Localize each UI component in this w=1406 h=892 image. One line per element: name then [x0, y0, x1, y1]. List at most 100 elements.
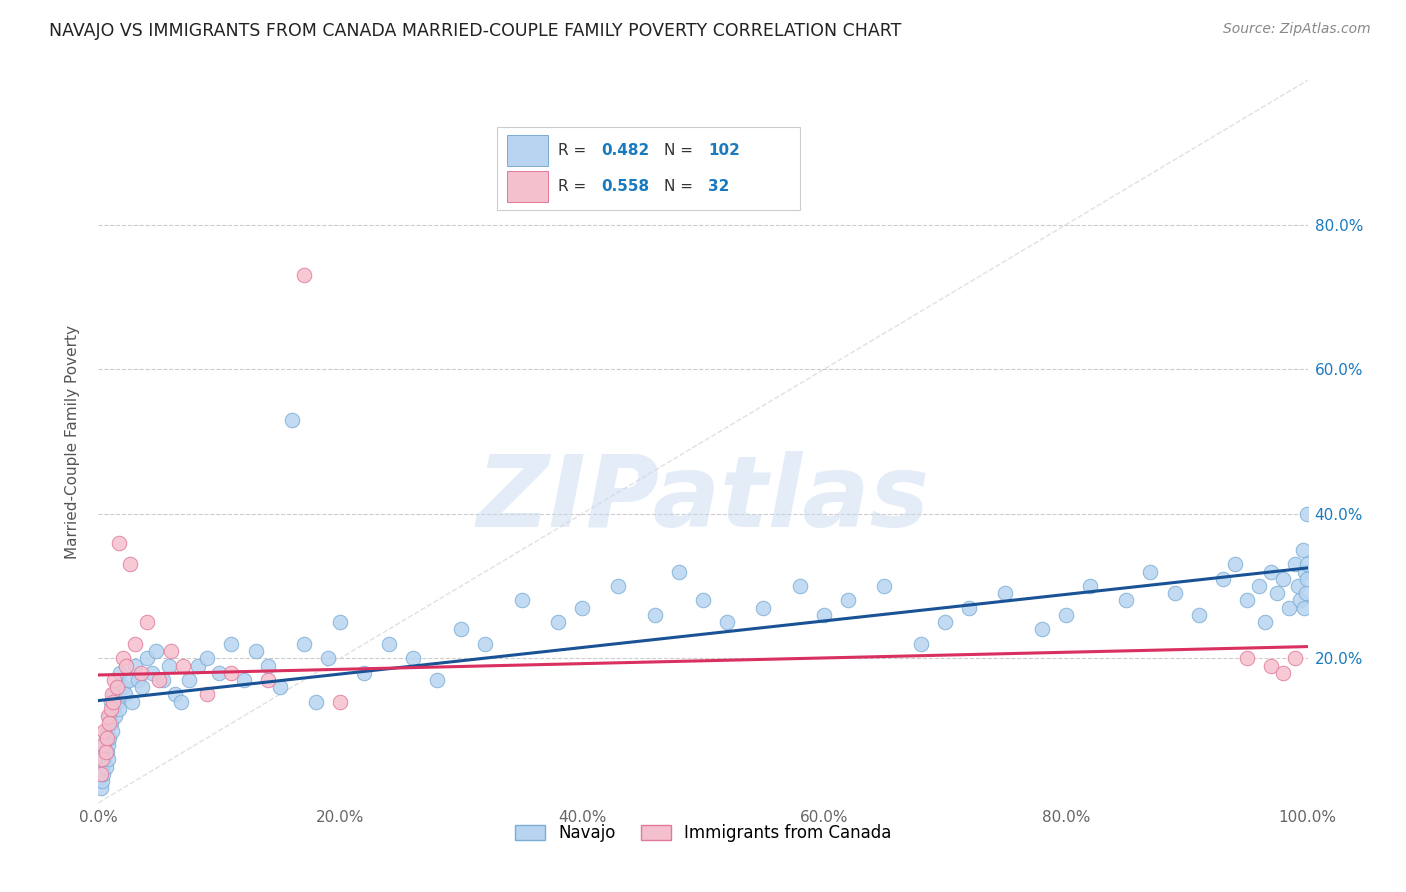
Point	[1249, 579, 1271, 593]
Point	[873, 579, 896, 593]
Point	[1163, 586, 1185, 600]
Point	[105, 695, 128, 709]
Point	[1296, 507, 1319, 521]
Point	[292, 637, 315, 651]
Point	[100, 716, 122, 731]
Point	[172, 658, 194, 673]
Point	[752, 600, 775, 615]
Point	[97, 752, 120, 766]
Legend: Navajo, Immigrants from Canada: Navajo, Immigrants from Canada	[508, 817, 898, 848]
Point	[103, 687, 125, 701]
Point	[101, 702, 124, 716]
Point	[127, 673, 149, 687]
Point	[91, 745, 114, 759]
Point	[1284, 558, 1306, 572]
Point	[111, 680, 134, 694]
Point	[692, 593, 714, 607]
Text: NAVAJO VS IMMIGRANTS FROM CANADA MARRIED-COUPLE FAMILY POVERTY CORRELATION CHART: NAVAJO VS IMMIGRANTS FROM CANADA MARRIED…	[49, 22, 901, 40]
Point	[329, 695, 352, 709]
Text: R =: R =	[558, 179, 591, 194]
Point	[1054, 607, 1077, 622]
Point	[716, 615, 738, 630]
Point	[305, 695, 328, 709]
Point	[108, 665, 131, 680]
Point	[547, 615, 569, 630]
Point	[160, 644, 183, 658]
Text: Source: ZipAtlas.com: Source: ZipAtlas.com	[1223, 22, 1371, 37]
Point	[450, 623, 472, 637]
Point	[135, 651, 157, 665]
Text: ZIPatlas: ZIPatlas	[477, 450, 929, 548]
Point	[90, 767, 112, 781]
Point	[124, 637, 146, 651]
Point	[1260, 658, 1282, 673]
Point	[245, 644, 267, 658]
Point	[644, 607, 666, 622]
Point	[93, 738, 115, 752]
Point	[98, 716, 121, 731]
Point	[1078, 579, 1101, 593]
Point	[1272, 665, 1295, 680]
Point	[426, 673, 449, 687]
Point	[934, 615, 956, 630]
Point	[91, 752, 114, 766]
Point	[96, 723, 118, 738]
Point	[789, 579, 811, 593]
Point	[187, 658, 209, 673]
Text: N =: N =	[664, 179, 699, 194]
Point	[994, 586, 1017, 600]
Point	[195, 687, 218, 701]
Point	[97, 738, 120, 752]
Point	[105, 680, 128, 694]
Text: 0.482: 0.482	[602, 143, 650, 158]
Point	[91, 760, 114, 774]
Point	[157, 658, 180, 673]
Point	[281, 413, 304, 427]
Point	[118, 673, 141, 687]
Point	[141, 665, 163, 680]
Point	[232, 673, 254, 687]
Point	[121, 695, 143, 709]
Point	[107, 680, 129, 694]
Point	[1260, 565, 1282, 579]
Point	[131, 680, 153, 694]
Point	[377, 637, 399, 651]
Point	[1115, 593, 1137, 607]
Point	[103, 673, 125, 687]
Point	[94, 731, 117, 745]
Point	[135, 615, 157, 630]
Point	[1294, 565, 1316, 579]
Point	[1031, 623, 1053, 637]
Point	[837, 593, 859, 607]
Point	[1139, 565, 1161, 579]
Point	[353, 665, 375, 680]
Text: 32: 32	[707, 179, 730, 194]
Point	[1296, 572, 1319, 586]
Point	[114, 687, 136, 701]
Point	[98, 709, 121, 723]
Point	[148, 673, 170, 687]
Point	[104, 709, 127, 723]
Point	[93, 752, 115, 766]
Point	[91, 774, 114, 789]
Text: 102: 102	[707, 143, 740, 158]
Point	[96, 745, 118, 759]
Point	[108, 535, 131, 549]
Point	[571, 600, 593, 615]
Point	[129, 665, 152, 680]
Point	[98, 731, 121, 745]
Point	[1188, 607, 1211, 622]
Point	[1223, 558, 1246, 572]
Point	[1296, 558, 1319, 572]
Point	[195, 651, 218, 665]
Point	[179, 673, 201, 687]
Point	[1254, 615, 1277, 630]
Point	[1272, 572, 1295, 586]
Point	[94, 760, 117, 774]
Point	[163, 687, 186, 701]
Point	[316, 651, 339, 665]
Point	[91, 767, 114, 781]
Point	[100, 687, 122, 701]
Point	[668, 565, 690, 579]
Point	[208, 665, 231, 680]
